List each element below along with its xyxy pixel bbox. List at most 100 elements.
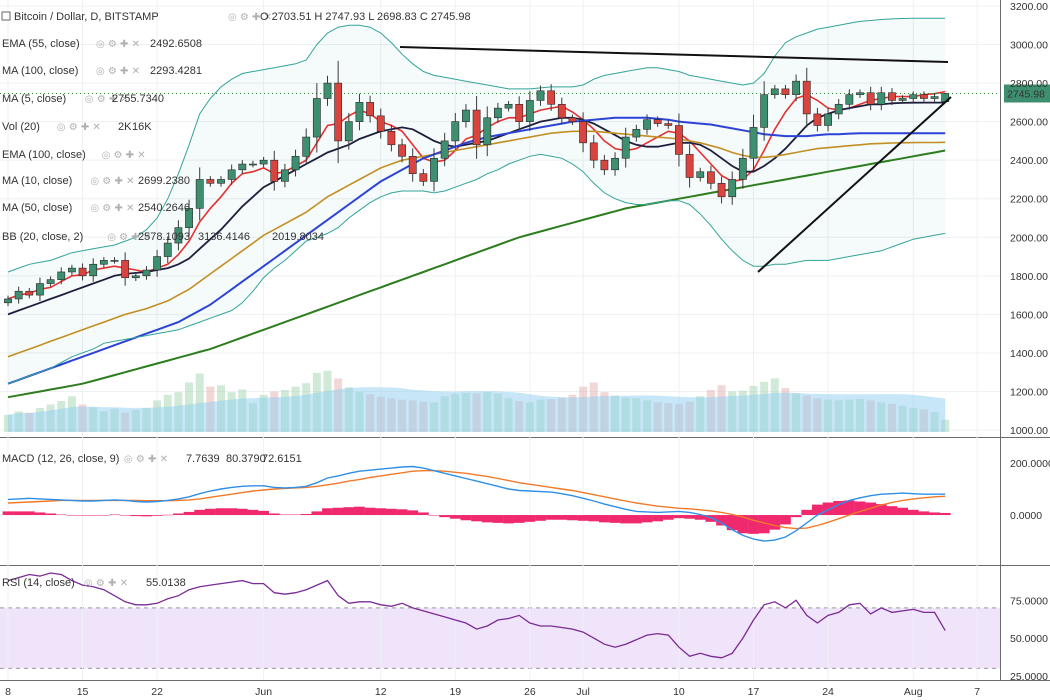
candle[interactable] — [153, 249, 161, 277]
candle[interactable] — [451, 112, 460, 150]
candle[interactable] — [834, 98, 843, 120]
candle[interactable] — [706, 165, 715, 190]
candle[interactable] — [728, 171, 737, 205]
candle[interactable] — [866, 86, 875, 111]
candle[interactable] — [525, 91, 534, 131]
candle[interactable] — [675, 113, 683, 167]
candle[interactable] — [493, 102, 502, 124]
candle[interactable] — [14, 286, 23, 304]
candle[interactable] — [270, 150, 279, 191]
candle[interactable] — [408, 148, 417, 182]
candle[interactable] — [195, 167, 204, 221]
candle[interactable] — [419, 169, 428, 187]
candle[interactable] — [376, 108, 385, 139]
candle[interactable] — [813, 107, 822, 132]
candle[interactable] — [334, 60, 343, 164]
candle[interactable] — [472, 96, 481, 159]
candle[interactable] — [238, 160, 247, 174]
candle[interactable] — [323, 75, 332, 106]
candle[interactable] — [398, 138, 406, 163]
candle[interactable] — [68, 264, 76, 276]
support-trendline[interactable] — [757, 96, 952, 273]
price-axis[interactable]: 2745.98 3200.00 3000.00 2800.00 2600.00 2400.… — [1004, 1, 1050, 683]
candle[interactable] — [227, 164, 236, 185]
candle[interactable] — [696, 167, 705, 182]
candle[interactable] — [685, 144, 694, 188]
candle[interactable] — [78, 263, 87, 281]
candle[interactable] — [89, 258, 98, 282]
candle[interactable] — [36, 277, 44, 302]
candle[interactable] — [344, 112, 353, 150]
candle[interactable] — [57, 267, 66, 285]
candle[interactable] — [898, 95, 907, 104]
candle[interactable] — [440, 132, 449, 167]
candle[interactable] — [4, 295, 12, 307]
candle[interactable] — [792, 74, 800, 102]
candle[interactable] — [888, 88, 896, 106]
candle[interactable] — [312, 83, 321, 153]
candle[interactable] — [46, 276, 55, 287]
candle[interactable] — [749, 114, 758, 171]
time-axis[interactable]: 8 15 22 Jun 12 19 26 Jul 10 17 24 Aug 7 — [5, 686, 980, 698]
candle[interactable] — [589, 134, 598, 169]
candle[interactable] — [387, 124, 396, 152]
macd-histogram-bar — [386, 508, 397, 516]
candle[interactable] — [845, 89, 854, 110]
candle[interactable] — [483, 106, 492, 157]
candle[interactable] — [504, 101, 513, 112]
candle[interactable] — [738, 148, 747, 189]
candle[interactable] — [217, 176, 225, 187]
candle[interactable] — [621, 127, 630, 168]
macd-histogram-bar — [162, 514, 174, 516]
candle[interactable] — [302, 128, 311, 165]
candle-body — [163, 242, 172, 257]
candle[interactable] — [355, 93, 364, 131]
candle[interactable] — [568, 114, 577, 125]
candlesticks[interactable] — [4, 60, 950, 307]
candle[interactable] — [249, 160, 257, 168]
candle[interactable] — [430, 148, 438, 192]
candle[interactable] — [856, 89, 864, 98]
candle[interactable] — [664, 120, 673, 129]
candle[interactable] — [174, 220, 183, 251]
candle[interactable] — [909, 91, 918, 102]
candle[interactable] — [462, 104, 470, 128]
resistance-trendline[interactable] — [399, 46, 949, 63]
candle[interactable] — [515, 96, 524, 130]
candle[interactable] — [163, 236, 172, 264]
candle[interactable] — [547, 84, 556, 111]
candle[interactable] — [770, 84, 779, 99]
candle[interactable] — [781, 84, 790, 99]
candle[interactable] — [142, 266, 151, 280]
candle[interactable] — [802, 67, 811, 128]
candle[interactable] — [99, 257, 108, 268]
macd-histogram-bar — [194, 509, 206, 516]
candle[interactable] — [291, 149, 300, 177]
candle[interactable] — [643, 114, 651, 135]
candle[interactable] — [877, 86, 886, 111]
candle[interactable] — [600, 154, 609, 176]
candle[interactable] — [760, 81, 769, 141]
candle[interactable] — [259, 156, 268, 168]
candle[interactable] — [110, 257, 119, 264]
candle[interactable] — [131, 272, 140, 282]
candle[interactable] — [919, 91, 928, 102]
candle[interactable] — [121, 252, 130, 286]
candle[interactable] — [557, 97, 566, 125]
candle[interactable] — [366, 95, 374, 123]
candle[interactable] — [185, 199, 193, 237]
candle[interactable] — [25, 287, 34, 299]
candle[interactable] — [717, 176, 726, 204]
candle[interactable] — [632, 124, 641, 142]
candle[interactable] — [579, 112, 587, 153]
candle[interactable] — [206, 176, 215, 187]
candle[interactable] — [824, 107, 832, 132]
trendlines[interactable] — [399, 46, 952, 273]
candle[interactable] — [280, 163, 289, 188]
candle[interactable] — [611, 152, 619, 176]
legend-item-label: Vol (20) — [2, 121, 40, 133]
candle[interactable] — [536, 85, 545, 106]
candle[interactable] — [930, 93, 939, 102]
candle[interactable] — [653, 116, 662, 127]
